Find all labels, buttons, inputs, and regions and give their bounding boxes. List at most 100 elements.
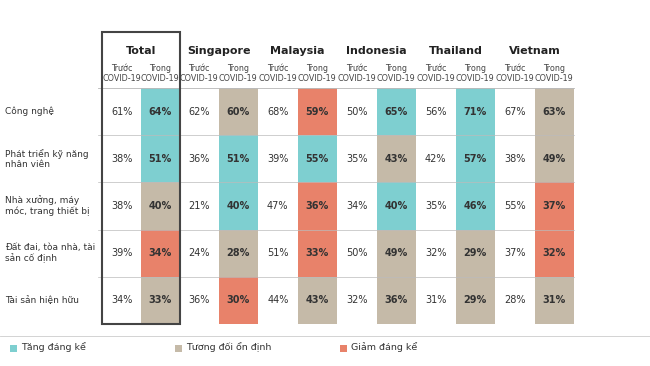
- Text: Trong
COVID-19: Trong COVID-19: [140, 64, 179, 83]
- Text: 39%: 39%: [111, 248, 133, 258]
- Text: 61%: 61%: [111, 107, 133, 117]
- Text: 62%: 62%: [188, 107, 209, 117]
- Bar: [456, 182, 495, 229]
- Text: 51%: 51%: [267, 248, 289, 258]
- Text: 34%: 34%: [346, 201, 367, 211]
- Text: 33%: 33%: [148, 295, 172, 305]
- Text: 21%: 21%: [188, 201, 209, 211]
- Bar: [534, 135, 574, 182]
- Text: 46%: 46%: [463, 201, 487, 211]
- Text: 68%: 68%: [267, 107, 289, 117]
- Bar: [298, 182, 337, 229]
- Text: 36%: 36%: [188, 295, 209, 305]
- Text: Trước
COVID-19: Trước COVID-19: [259, 64, 297, 83]
- Text: 43%: 43%: [385, 154, 408, 164]
- Bar: [141, 135, 179, 182]
- Text: 64%: 64%: [148, 107, 172, 117]
- Text: 37%: 37%: [504, 248, 525, 258]
- Text: 40%: 40%: [227, 201, 250, 211]
- Text: Malaysia: Malaysia: [270, 45, 325, 56]
- Text: 30%: 30%: [227, 295, 250, 305]
- Text: 35%: 35%: [346, 154, 367, 164]
- Text: Trước
COVID-19: Trước COVID-19: [417, 64, 455, 83]
- Text: Giảm đáng kể: Giảm đáng kể: [351, 343, 417, 352]
- Text: 31%: 31%: [543, 295, 566, 305]
- Text: Trước
COVID-19: Trước COVID-19: [495, 64, 534, 83]
- Text: 63%: 63%: [543, 107, 566, 117]
- Text: 28%: 28%: [504, 295, 525, 305]
- Text: 34%: 34%: [148, 248, 172, 258]
- Text: 43%: 43%: [306, 295, 329, 305]
- Bar: [456, 277, 495, 324]
- Text: Trước
COVID-19: Trước COVID-19: [179, 64, 218, 83]
- Text: 55%: 55%: [504, 201, 526, 211]
- Text: 71%: 71%: [463, 107, 487, 117]
- Text: 50%: 50%: [346, 248, 367, 258]
- Bar: [534, 229, 574, 277]
- Text: 28%: 28%: [227, 248, 250, 258]
- Text: Total: Total: [126, 45, 156, 56]
- Text: 50%: 50%: [346, 107, 367, 117]
- Text: 67%: 67%: [504, 107, 525, 117]
- Text: Trong
COVID-19: Trong COVID-19: [219, 64, 257, 83]
- Bar: [298, 229, 337, 277]
- Text: Tăng đáng kể: Tăng đáng kể: [21, 343, 86, 352]
- Text: 56%: 56%: [425, 107, 447, 117]
- Bar: [340, 344, 347, 351]
- Bar: [218, 229, 258, 277]
- Text: Phát triển kỹ năng
nhân viên: Phát triển kỹ năng nhân viên: [5, 149, 88, 169]
- Bar: [376, 229, 416, 277]
- Text: 35%: 35%: [425, 201, 447, 211]
- Text: Singapore: Singapore: [187, 45, 250, 56]
- Bar: [141, 277, 179, 324]
- Text: 36%: 36%: [188, 154, 209, 164]
- Bar: [218, 135, 258, 182]
- Bar: [456, 88, 495, 135]
- Text: 57%: 57%: [463, 154, 487, 164]
- Text: 59%: 59%: [306, 107, 329, 117]
- Text: Vietnam: Vietnam: [508, 45, 560, 56]
- Text: 60%: 60%: [227, 107, 250, 117]
- Text: 40%: 40%: [385, 201, 408, 211]
- Bar: [534, 277, 574, 324]
- Text: Indonesia: Indonesia: [346, 45, 407, 56]
- Text: 49%: 49%: [385, 248, 408, 258]
- Text: Đất đai, tòa nhà, tài
sản cố định: Đất đai, tòa nhà, tài sản cố định: [5, 243, 96, 264]
- Bar: [175, 344, 182, 351]
- Text: 31%: 31%: [425, 295, 447, 305]
- Bar: [298, 135, 337, 182]
- Text: Công nghệ: Công nghệ: [5, 107, 54, 116]
- Text: Trước
COVID-19: Trước COVID-19: [337, 64, 376, 83]
- Text: Thailand: Thailand: [428, 45, 482, 56]
- Text: Trong
COVID-19: Trong COVID-19: [456, 64, 495, 83]
- Text: 51%: 51%: [227, 154, 250, 164]
- Text: 47%: 47%: [267, 201, 289, 211]
- Text: Nhà xưởng, máy
móc, trang thiết bị: Nhà xưởng, máy móc, trang thiết bị: [5, 195, 90, 216]
- Text: 32%: 32%: [346, 295, 367, 305]
- Text: 29%: 29%: [463, 295, 487, 305]
- Bar: [10, 344, 17, 351]
- Bar: [298, 277, 337, 324]
- Text: 49%: 49%: [543, 154, 566, 164]
- Bar: [141, 182, 179, 229]
- Text: 65%: 65%: [385, 107, 408, 117]
- Text: 37%: 37%: [543, 201, 566, 211]
- Bar: [376, 182, 416, 229]
- Bar: [218, 88, 258, 135]
- Bar: [534, 88, 574, 135]
- Text: 42%: 42%: [425, 154, 447, 164]
- Bar: [141, 88, 179, 135]
- Text: 38%: 38%: [504, 154, 525, 164]
- Text: 36%: 36%: [306, 201, 329, 211]
- Text: 44%: 44%: [267, 295, 289, 305]
- Text: Trong
COVID-19: Trong COVID-19: [535, 64, 573, 83]
- Bar: [534, 182, 574, 229]
- Bar: [218, 277, 258, 324]
- Text: 34%: 34%: [111, 295, 133, 305]
- Bar: [456, 229, 495, 277]
- Text: Trong
COVID-19: Trong COVID-19: [298, 64, 337, 83]
- Text: 32%: 32%: [425, 248, 447, 258]
- Text: Tài sản hiện hữu: Tài sản hiện hữu: [5, 296, 79, 305]
- Text: Tương đối ổn định: Tương đối ổn định: [186, 343, 272, 352]
- Bar: [298, 88, 337, 135]
